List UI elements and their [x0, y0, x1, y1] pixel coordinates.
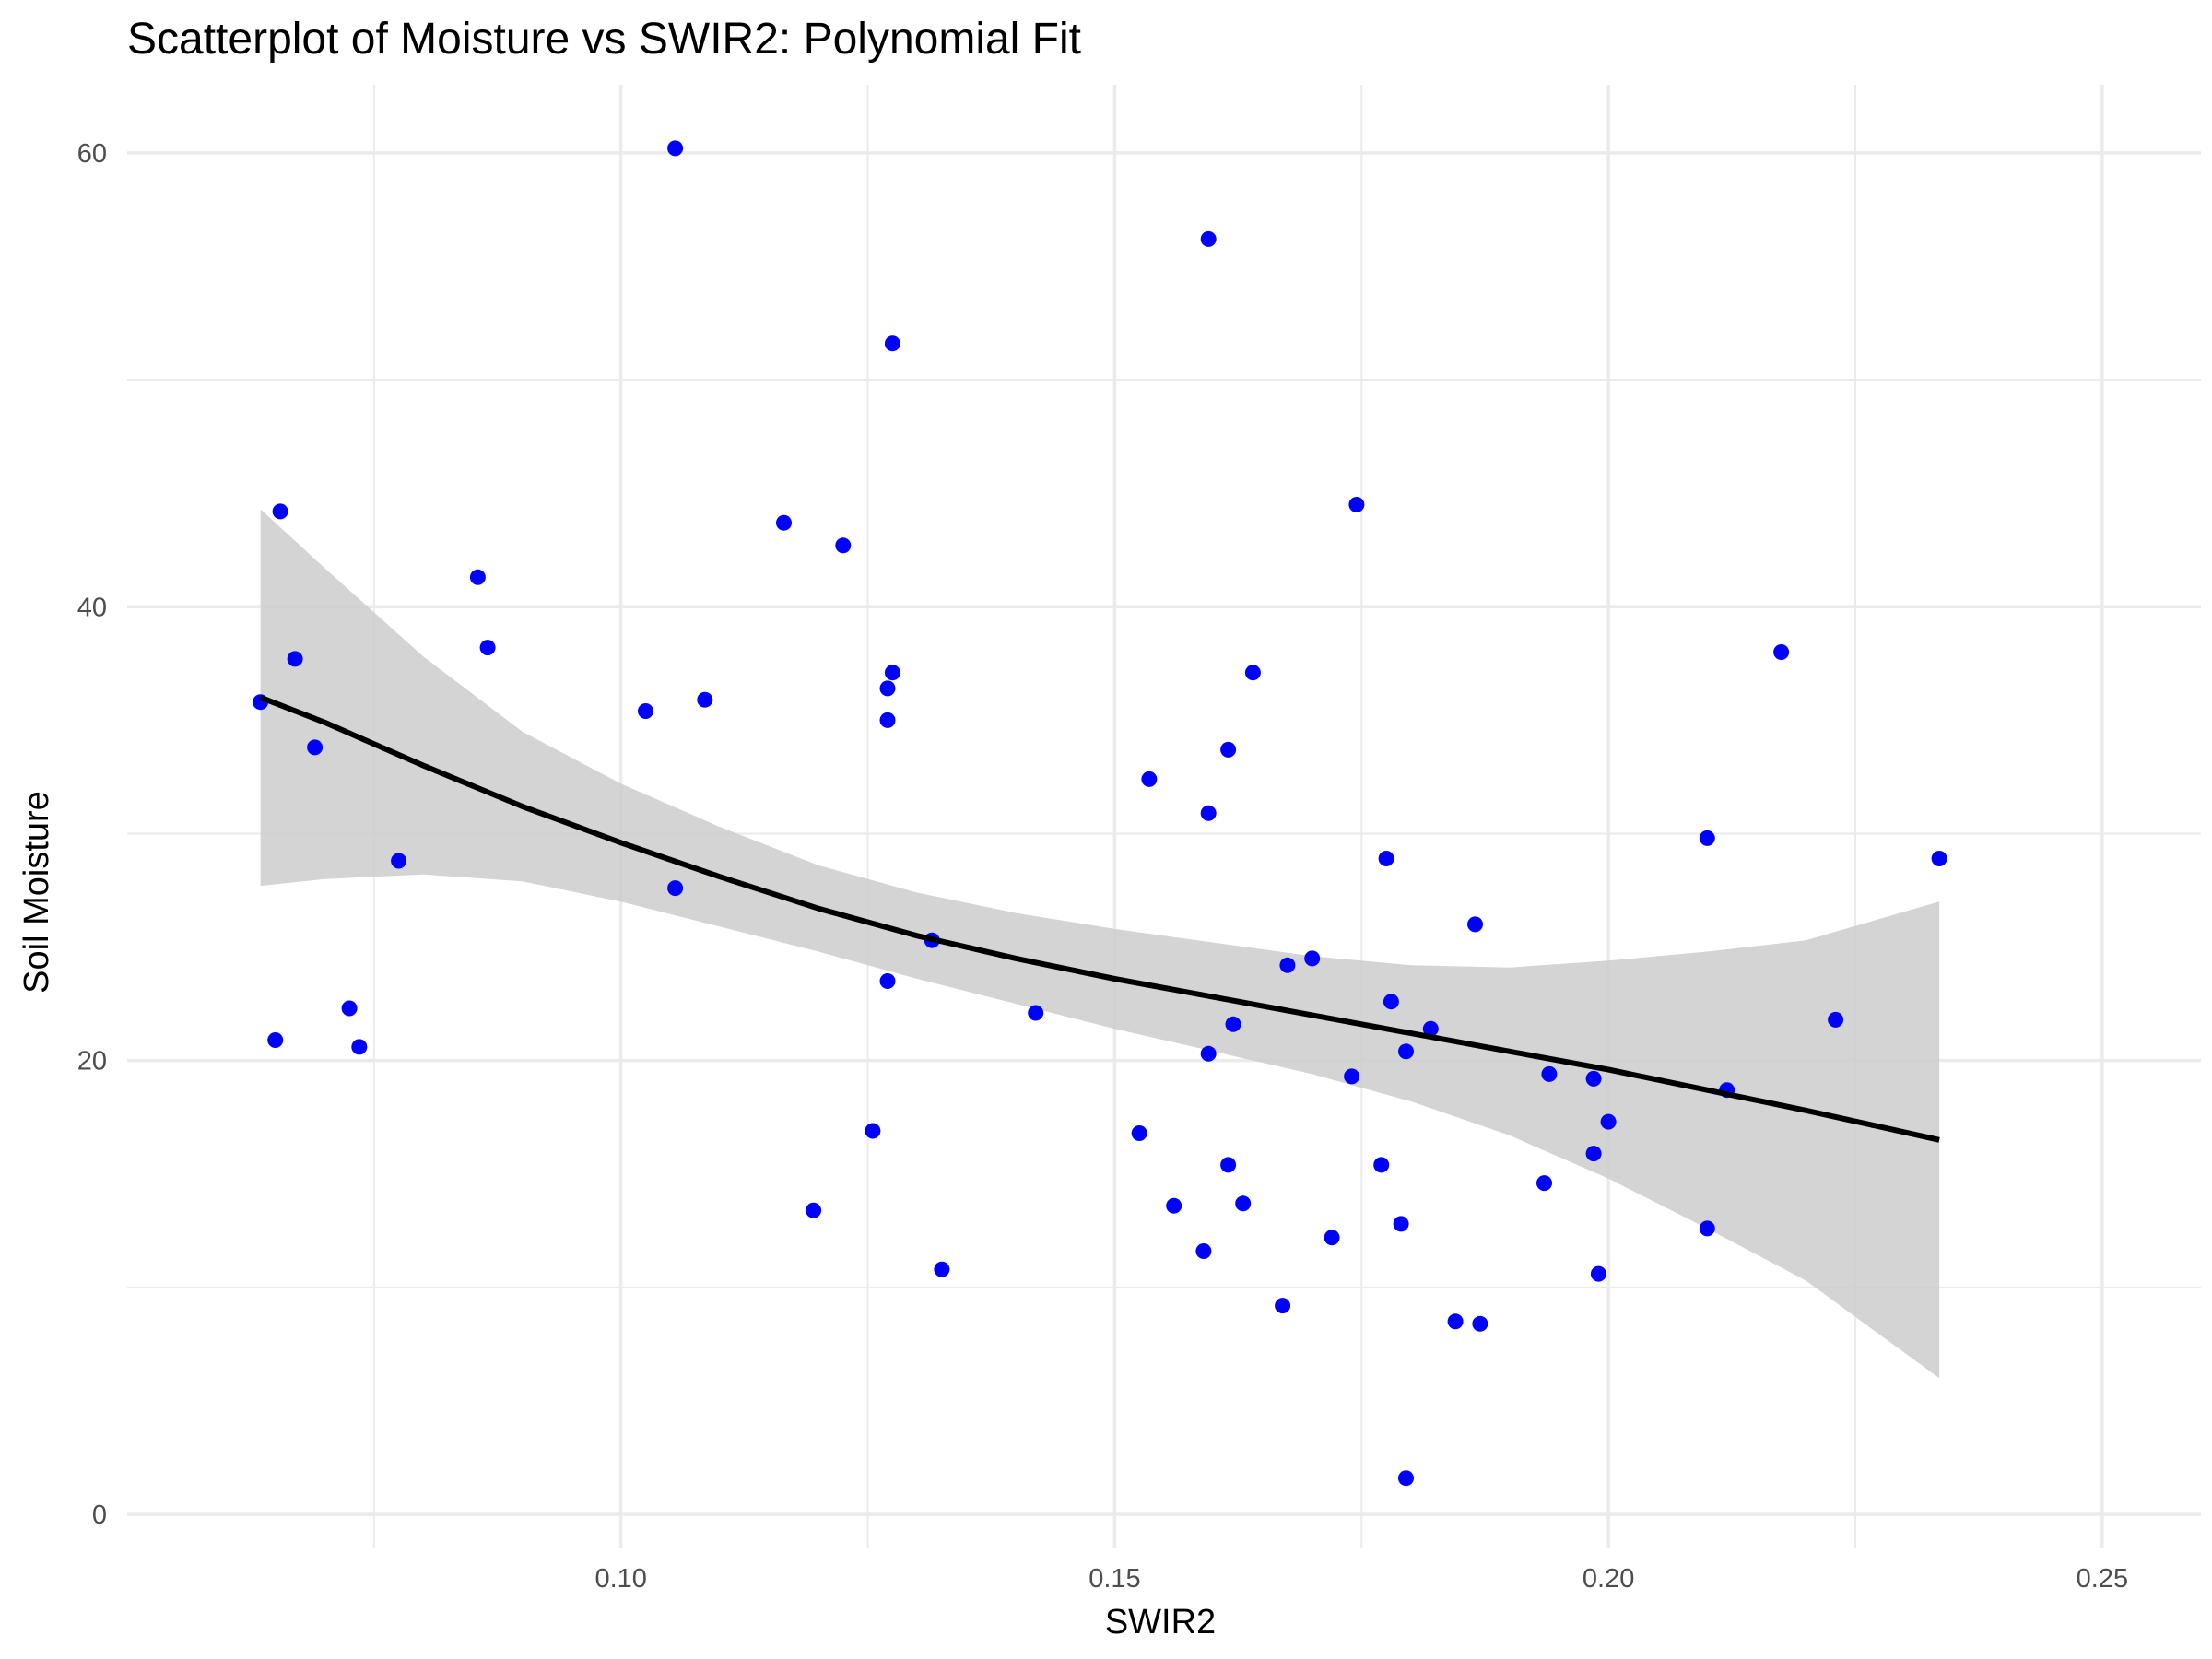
- data-point: [307, 739, 324, 756]
- data-point: [267, 1032, 284, 1048]
- data-point: [1472, 1315, 1488, 1332]
- data-point: [1166, 1197, 1182, 1214]
- data-point: [1200, 1045, 1217, 1062]
- data-point: [1279, 957, 1296, 973]
- data-point: [1235, 1195, 1252, 1212]
- x-tick-labels: 0.10 0.15 0.20 0.25: [594, 1564, 2128, 1594]
- data-point: [469, 569, 486, 585]
- fit-line: [259, 694, 1940, 1143]
- data-point: [1398, 1043, 1414, 1060]
- y-tick-label: 40: [77, 593, 107, 622]
- data-point: [1600, 1113, 1617, 1130]
- x-tick-label: 0.20: [1583, 1564, 1634, 1594]
- data-point: [1541, 1065, 1558, 1082]
- data-point: [879, 680, 896, 697]
- data-point: [1028, 1005, 1044, 1021]
- data-point: [879, 973, 896, 989]
- data-point: [1200, 805, 1217, 821]
- data-point: [272, 503, 288, 520]
- confidence-band-layer: [260, 509, 1940, 1379]
- data-point: [1422, 1020, 1439, 1037]
- y-tick-label: 0: [92, 1500, 107, 1530]
- data-point: [341, 1000, 358, 1017]
- x-tick-label: 0.25: [2077, 1564, 2128, 1594]
- data-point: [1195, 1243, 1212, 1259]
- data-point: [1536, 1175, 1552, 1192]
- data-point: [638, 703, 653, 719]
- data-point: [1141, 771, 1158, 787]
- y-tick-label: 20: [77, 1047, 107, 1077]
- x-axis-title: SWIR2: [1105, 1603, 1216, 1641]
- data-point: [1304, 950, 1321, 967]
- data-point: [1220, 741, 1237, 758]
- data-point: [1828, 1011, 1844, 1028]
- data-point: [1773, 644, 1790, 660]
- data-point: [1244, 665, 1261, 681]
- confidence-band: [260, 509, 1940, 1379]
- data-point: [835, 537, 852, 554]
- data-point: [934, 1261, 950, 1277]
- data-point: [1699, 1220, 1715, 1237]
- data-point: [697, 691, 713, 708]
- data-point: [1931, 851, 1947, 866]
- fit-line-layer: [259, 694, 1940, 1143]
- data-point: [1200, 230, 1217, 247]
- data-point: [1344, 1068, 1360, 1085]
- data-point: [1393, 1216, 1409, 1232]
- data-point: [1699, 830, 1715, 846]
- data-point: [1348, 497, 1365, 512]
- y-tick-labels: 0 20 40 60: [77, 139, 107, 1530]
- data-point: [865, 1123, 881, 1139]
- data-point: [1324, 1230, 1340, 1246]
- data-point: [667, 140, 684, 157]
- data-point: [1220, 1157, 1237, 1173]
- data-point: [1585, 1070, 1602, 1087]
- data-point: [1382, 994, 1399, 1010]
- data-point: [879, 712, 896, 728]
- data-point: [884, 335, 900, 352]
- data-point: [1131, 1125, 1147, 1141]
- data-point: [1467, 916, 1483, 933]
- data-point: [391, 853, 407, 869]
- data-point: [1590, 1265, 1606, 1282]
- data-point: [1275, 1298, 1291, 1314]
- chart-title: Scatterplot of Moisture vs SWIR2: Polyno…: [127, 15, 1081, 64]
- data-point: [351, 1039, 368, 1055]
- data-point: [479, 640, 496, 656]
- data-point: [884, 665, 900, 681]
- data-point: [1447, 1313, 1464, 1330]
- data-point: [1373, 1157, 1390, 1173]
- data-point: [1398, 1470, 1414, 1487]
- data-point: [806, 1202, 822, 1218]
- data-point: [1585, 1146, 1602, 1162]
- data-point: [1378, 851, 1394, 866]
- data-point: [287, 651, 303, 667]
- x-tick-label: 0.15: [1088, 1564, 1140, 1594]
- y-axis-title: Soil Moisture: [18, 791, 56, 994]
- data-point: [776, 514, 792, 531]
- data-point: [1225, 1016, 1241, 1032]
- y-tick-label: 60: [77, 139, 107, 169]
- x-tick-label: 0.10: [594, 1564, 646, 1594]
- data-point: [667, 880, 684, 897]
